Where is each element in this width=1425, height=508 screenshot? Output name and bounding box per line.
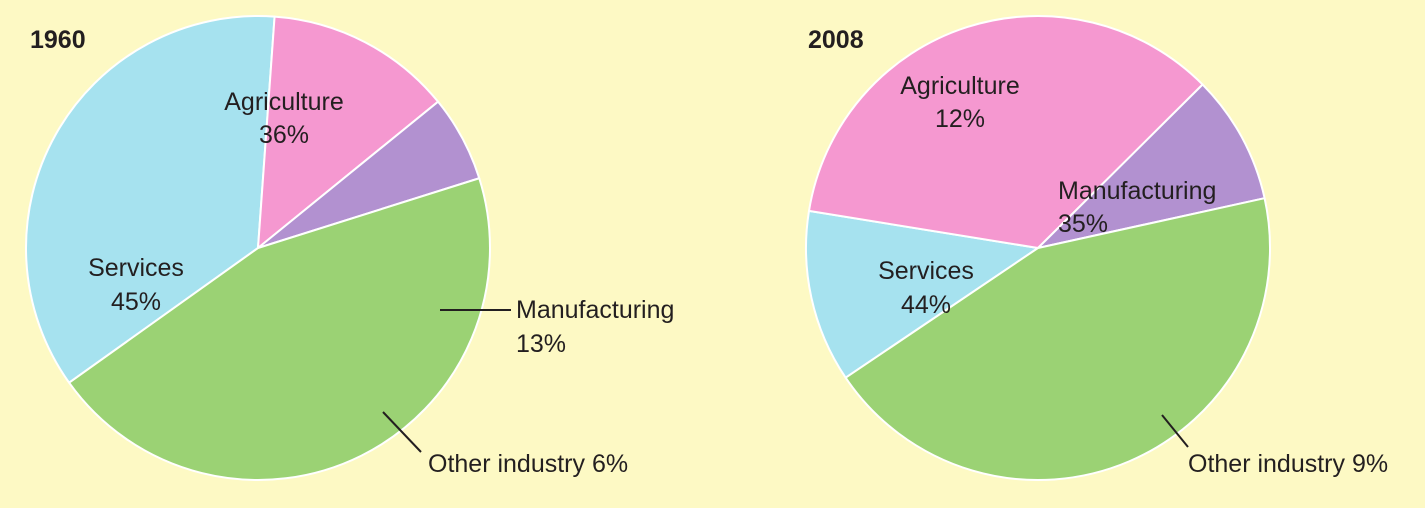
chart-title-1960: 1960 <box>30 26 86 54</box>
slice-pct-agriculture-1960: 36% <box>259 121 309 149</box>
slice-pct-services-2008: 44% <box>901 291 951 319</box>
pie-slice-services-2008 <box>844 197 1272 482</box>
slice-pct-services-1960: 45% <box>111 288 161 316</box>
slices-2008 <box>804 15 1272 482</box>
pie-slice-manufacturing-1960 <box>257 15 440 249</box>
slice-pct-manufacturing-1960: 13% <box>516 330 566 358</box>
slice-label-other-industry-2008: Other industry 9% <box>1188 450 1388 478</box>
slice-label-agriculture-2008: Agriculture <box>900 72 1020 100</box>
pie-slice-agriculture-2008 <box>804 209 1039 379</box>
slices-1960 <box>25 15 491 481</box>
pie-slice-other-industry-2008 <box>1037 83 1266 249</box>
chart-title-2008: 2008 <box>808 26 864 54</box>
pie-chart-1960: 1960 Agriculture 36% Services 45% Manufa… <box>25 15 674 481</box>
pie-slice-manufacturing-2008 <box>807 15 1204 249</box>
pie-slice-services-1960 <box>68 177 491 481</box>
slice-label-manufacturing-2008: Manufacturing <box>1058 177 1216 205</box>
pie-slice-agriculture-1960 <box>25 15 276 384</box>
slice-pct-agriculture-2008: 12% <box>935 105 985 133</box>
slice-label-manufacturing-1960: Manufacturing <box>516 296 674 324</box>
slice-label-services-2008: Services <box>878 257 974 285</box>
pie-chart-2008: 2008 Agriculture 12% Manufacturing 35% S… <box>804 15 1388 482</box>
slice-label-services-1960: Services <box>88 254 184 282</box>
leader-line-other-industry-2008 <box>1161 414 1189 448</box>
leader-line-other-industry-1960 <box>382 411 422 453</box>
slice-label-other-industry-1960: Other industry 6% <box>428 450 628 478</box>
slice-label-agriculture-1960: Agriculture <box>224 88 344 116</box>
slice-pct-manufacturing-2008: 35% <box>1058 210 1108 238</box>
